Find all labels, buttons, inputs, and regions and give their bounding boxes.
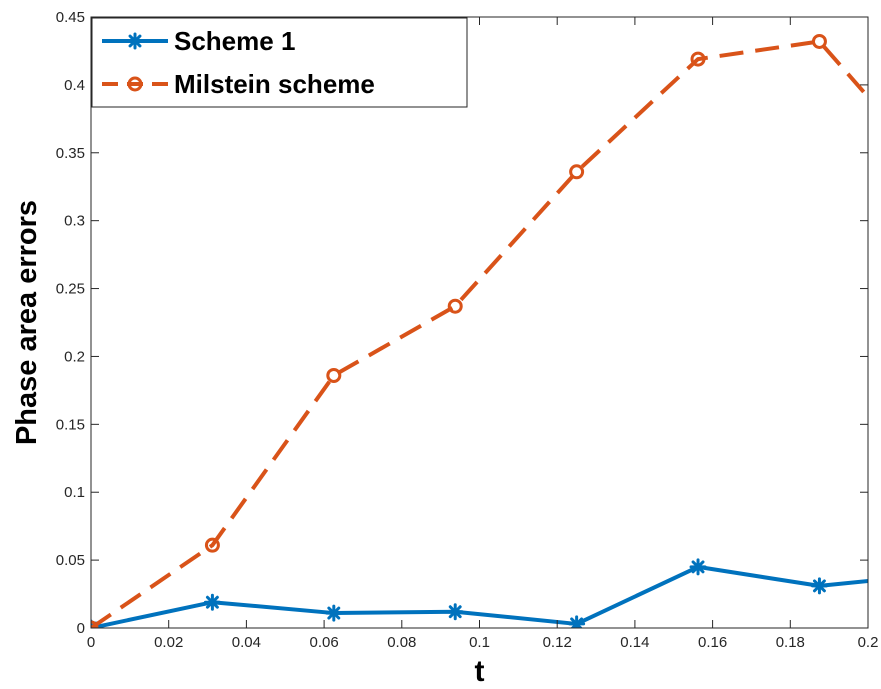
x-tick-label: 0.06 [309,634,338,651]
data-point-milstein-scheme [326,367,342,383]
x-tick-label: 0.14 [620,634,649,651]
marker-stroke [691,560,705,574]
data-point-scheme-1 [568,615,586,628]
legend-box [91,17,468,108]
legend-marker [127,76,143,92]
data-point-milstein-scheme [447,298,463,314]
x-tick-label: 0.16 [698,634,727,651]
y-tick-label: 0.05 [56,552,85,569]
legend-label: Scheme 1 [174,26,295,56]
data-point-scheme-1 [689,558,707,576]
x-tick-label: 0.1 [469,634,490,651]
legend-swatch-scheme-1 [102,32,168,50]
legend-swatch-milstein-scheme [102,76,168,92]
y-axis-title: Phase area errors [11,200,43,445]
x-tick-label: 0.08 [387,634,416,651]
legend-marker [126,32,144,50]
marker-stroke [327,606,341,620]
y-tick-label: 0.25 [56,281,85,298]
series-line-scheme-1 [91,564,868,628]
data-point-scheme-1 [203,593,221,611]
y-tick-label: 0.3 [64,213,85,230]
legend-label: Milstein scheme [174,69,375,99]
y-tick-label: 0.4 [64,77,85,94]
series-line-milstein-scheme [91,39,868,628]
x-tick-label: 0.2 [858,634,879,651]
y-tick-label: 0.15 [56,416,85,433]
data-point-scheme-1 [810,577,828,595]
data-point-milstein-scheme [569,164,585,180]
legend: Scheme 1 Milstein scheme [91,17,468,108]
x-axis-title: t [475,655,485,688]
y-tick-label: 0 [77,620,85,637]
x-tick-label: 0.18 [776,634,805,651]
y-tick-label: 0.35 [56,145,85,162]
x-tick-label: 0.02 [154,634,183,651]
y-tick-label: 0.45 [56,9,85,26]
data-point-milstein-scheme [204,537,220,553]
y-tick-label: 0.1 [64,484,85,501]
y-tick-label: 0.2 [64,348,85,365]
marker-stroke [128,34,142,48]
x-tick-label: 0.04 [232,634,261,651]
x-tick-label: 0.12 [543,634,572,651]
data-point-milstein-scheme [811,33,827,49]
x-tick-label: 0 [87,634,95,651]
data-point-scheme-1 [446,603,464,621]
marker-stroke [205,595,219,609]
plot-area [91,17,868,628]
data-point-scheme-1 [325,604,343,622]
marker-stroke [812,579,826,593]
marker-stroke [448,605,462,619]
data-point-milstein-scheme [690,51,706,67]
marker-stroke [570,617,584,628]
